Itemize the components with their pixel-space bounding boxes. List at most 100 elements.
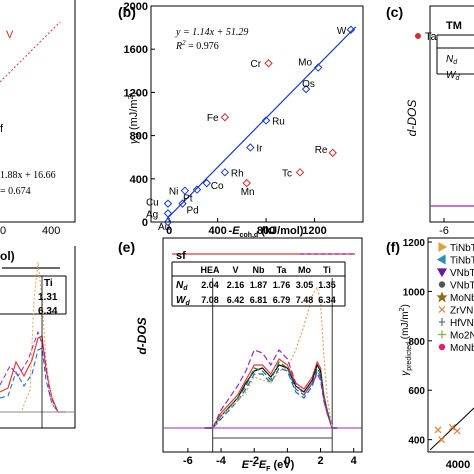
panel-b-point-label-os: Os xyxy=(302,79,315,90)
panel-c-table-head: TM xyxy=(446,20,462,32)
panel-a-frame xyxy=(0,0,76,223)
panel-b-point-pd xyxy=(178,199,187,208)
panel-b-y-tick-label: 2000 xyxy=(124,1,148,13)
panel-b-point-au xyxy=(163,217,173,227)
panel-e-x-tick-label: 0 xyxy=(284,455,290,467)
panel-b: (b) 0 400 800 1200 0 400 800 1200 1600 2000 W Mo Os… xyxy=(118,1,364,239)
panel-f-axes: 400 600 800 1000 1200 xyxy=(403,237,474,453)
panel-b-y-tick-label: 0 xyxy=(142,217,148,229)
panel-f-legend-label: MoNb xyxy=(450,293,474,304)
panel-b-x-tick-label: 800 xyxy=(257,225,275,237)
panel-a-text: V Ta f 1.88x + 16.66 = 0.674 0 400 xyxy=(0,29,438,237)
panel-e-table-cell: 2.16 xyxy=(227,280,245,290)
panel-a-tick-0: 0 xyxy=(0,225,6,237)
panel-e: (e) -6 -4 -2 0 2 4 sf HEA V Nb Ta Mo Ti Nd 2.04 2.16 1.… xyxy=(118,237,363,473)
panel-f-y-tick-label: 1000 xyxy=(403,287,426,298)
panel-b-point-label-au: Au xyxy=(158,222,170,233)
panel-b-point-pt xyxy=(192,185,202,194)
panel-f-frame xyxy=(427,237,474,453)
panel-b-point-ru xyxy=(261,116,271,125)
panel-f-legend: TiNbTTiNbTVNbTVNbTMoNbZrVNbHfVNbMo2NMoNb xyxy=(436,241,474,354)
panel-b-y-tick-label: 1600 xyxy=(124,44,148,56)
panel-b-x-label: -Ecoh,d (kJ/mol) xyxy=(229,225,304,239)
panel-f-point xyxy=(438,436,446,444)
panel-b-y-tick-label: 400 xyxy=(130,174,148,186)
panel-f-legend-marker xyxy=(438,306,446,313)
panel-c-frame xyxy=(429,5,474,223)
panel-b-x-tick-label: 400 xyxy=(208,225,226,237)
panel-e-lines xyxy=(204,285,338,429)
panel-f-diagonal xyxy=(429,407,474,451)
panel-b-point-ag xyxy=(163,209,173,218)
panel-e-axes: -6 -4 -2 0 2 4 xyxy=(162,237,363,467)
panel-f-y-tick-label: 1200 xyxy=(403,238,426,249)
panel-b-point-label-ir: Ir xyxy=(256,143,263,154)
panel-d-curve-blue xyxy=(0,347,66,413)
panel-f-legend-label: HfVNb xyxy=(450,318,474,329)
panel-f-legend-label: Mo2N xyxy=(450,331,474,342)
panel-f-points xyxy=(434,423,461,444)
panel-f-x-tick: 4000 xyxy=(446,459,470,471)
panel-c-letter: (c) xyxy=(386,4,403,20)
panel-e-x-tick-label: 4 xyxy=(351,455,358,467)
panel-b-point-os xyxy=(301,84,311,94)
panel-f-legend-label: VNbT xyxy=(450,281,474,292)
panel-d-curve-purple xyxy=(0,330,59,413)
panel-f-point xyxy=(434,426,442,434)
panel-e-table-cell: 1.76 xyxy=(273,280,291,290)
panel-f-point xyxy=(453,427,461,435)
panel-e-series-mo xyxy=(204,285,338,429)
panel-f-point xyxy=(448,423,456,431)
panel-b-point-label-ag: Ag xyxy=(146,209,158,220)
panel-b-point-cu xyxy=(163,199,173,208)
panel-e-table-row-label: Wd xyxy=(176,295,190,307)
panel-b-point-cr xyxy=(264,59,273,68)
panel-a-fit-equation: 1.88x + 16.66 xyxy=(0,170,56,181)
panel-b-fit-r2: R2 = 0.976 xyxy=(175,39,219,52)
panel-e-table: sf HEA V Nb Ta Mo Ti Nd 2.04 2.16 1.87 1.76 3.05 1.35… xyxy=(171,250,355,307)
panel-c-tick-label: -6 xyxy=(439,225,449,237)
panel-b-point-label-w: W xyxy=(337,26,347,37)
panel-b-point-label-cu: Cu xyxy=(146,198,159,209)
panel-e-series-ta xyxy=(204,367,338,429)
panel-e-letter: (e) xyxy=(118,239,135,255)
panel-c-y-label: d-DOS xyxy=(405,100,419,137)
panel-f-legend-marker xyxy=(438,330,446,339)
panel-e-y-label: d-DOS xyxy=(135,317,149,354)
panel-a xyxy=(0,0,421,223)
panel-e-table-header-mo: Mo xyxy=(298,265,311,275)
panel-f-legend-marker xyxy=(436,268,448,278)
panel-e-table-header-v: V xyxy=(232,265,238,275)
panel-b-point-co xyxy=(202,178,211,188)
panel-e-table-cell: 6.42 xyxy=(227,295,245,305)
panel-b-axes: 0 400 800 1200 0 400 800 1200 1600 2000 xyxy=(124,1,364,237)
panel-a-fit-r2: = 0.674 xyxy=(0,186,31,197)
panel-e-table-header-ta: Ta xyxy=(277,265,288,275)
panel-e-table-corner: sf xyxy=(176,250,186,262)
panel-b-point-re xyxy=(328,148,337,158)
panel-f-legend-label: TiNbT xyxy=(450,243,474,254)
panel-b-point-tc xyxy=(295,168,305,177)
panel-e-table-header-hea: HEA xyxy=(200,265,220,275)
panel-b-point-label-tc: Tc xyxy=(282,168,292,179)
panel-b-point-mo xyxy=(313,63,323,72)
panel-b-point-label-mn: Mn xyxy=(241,187,255,198)
panel-f-y-tick-label: 600 xyxy=(408,386,425,397)
panel-f-legend-label: ZrVNb xyxy=(450,306,474,317)
panel-f-legend-marker xyxy=(438,343,446,351)
panel-e-table-header-nb: Nb xyxy=(253,265,265,275)
panel-b-y-label: γsf (mJ/m2) xyxy=(128,92,142,144)
panel-d-val1: 1.31 xyxy=(38,292,58,303)
panel-f-legend-label: VNbT xyxy=(450,268,474,279)
panel-b-fit-line xyxy=(166,26,357,220)
panel-d-ti: Ti xyxy=(44,278,53,289)
panel-e-table-cell: 7.48 xyxy=(296,295,314,305)
panel-f-legend-marker xyxy=(439,318,445,326)
panel-b-x-tick-label: 1200 xyxy=(302,225,326,237)
panel-f-y-label: γpredicted (mJ/m2) xyxy=(399,304,413,376)
panel-b-letter: (b) xyxy=(118,4,136,20)
panel-b-point-label-fe: Fe xyxy=(207,113,219,124)
